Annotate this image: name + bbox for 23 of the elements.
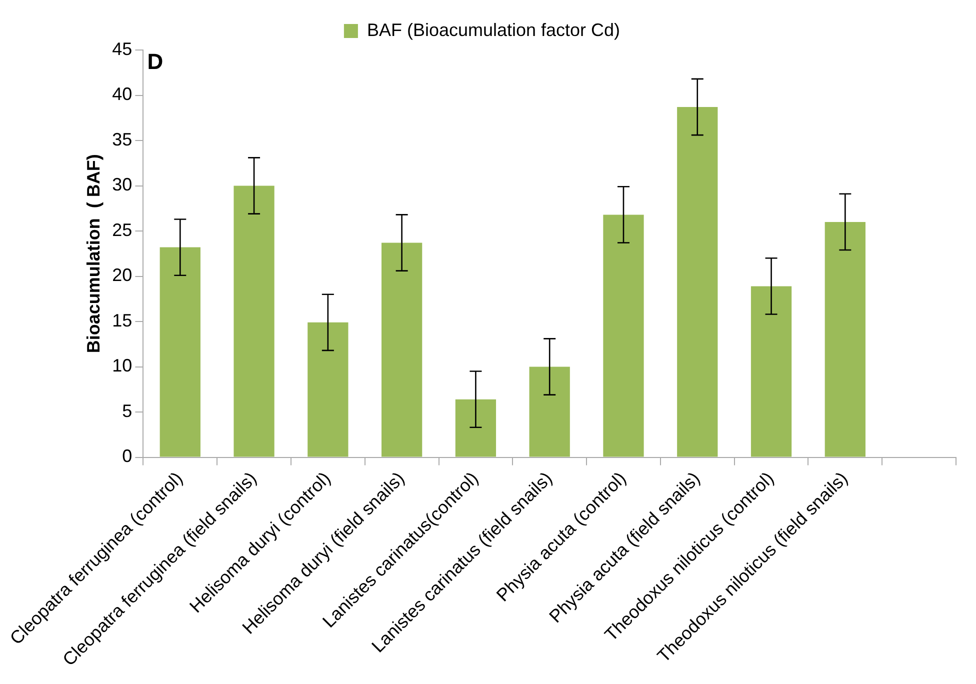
y-tick-label: 15 (112, 310, 132, 330)
y-tick-label: 35 (112, 129, 132, 150)
y-tick-label: 25 (112, 220, 132, 240)
y-tick-label: 10 (112, 356, 132, 376)
annotation: D (147, 49, 164, 74)
bar (455, 399, 496, 457)
bar (308, 322, 348, 457)
bar (750, 286, 792, 457)
y-tick-label: 0 (122, 446, 132, 466)
y-tick-label: 40 (112, 84, 132, 104)
bar (603, 214, 644, 457)
y-tick-label: 5 (122, 400, 132, 421)
bar (234, 186, 274, 457)
bar (381, 242, 422, 457)
y-tick-label: 20 (112, 265, 132, 286)
bar (160, 247, 200, 457)
bar (677, 107, 718, 457)
bar (529, 366, 570, 457)
y-tick-label: 45 (112, 38, 132, 59)
legend-label: BAF (Bioacumulation factor Cd) (366, 20, 620, 40)
bar (824, 222, 866, 457)
y-axis-title: Bioacumulation ( BAF) (83, 154, 104, 354)
y-tick-label: 30 (112, 174, 132, 195)
